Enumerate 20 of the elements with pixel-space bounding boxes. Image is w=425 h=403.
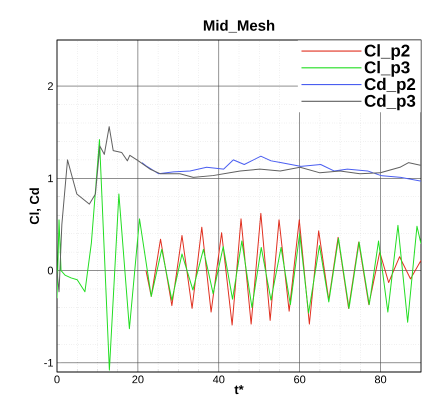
line-series [141, 156, 422, 182]
y-tick-label: 2 [48, 82, 53, 90]
x-tick-label: 40 [212, 376, 224, 384]
legend-label: Cl_p2 [364, 44, 410, 60]
chart-title: Mid_Mesh [204, 20, 274, 33]
legend-label: Cd_p2 [364, 78, 416, 94]
line-series [57, 139, 422, 371]
y-tick-label: 1 [48, 174, 53, 182]
x-tick-label: 60 [294, 376, 306, 384]
line-series [57, 126, 422, 292]
x-axis-title: t* [234, 385, 244, 394]
legend-label: Cd_p3 [364, 94, 416, 110]
x-tick-label: 0 [54, 376, 60, 384]
line-series [145, 212, 422, 326]
legend-label: Cl_p3 [364, 60, 410, 77]
y-tick-label: -1 [44, 359, 53, 367]
y-axis-title: Cl, Cd [30, 188, 41, 224]
y-tick-label: 0 [48, 266, 54, 274]
x-tick-label: 80 [374, 376, 386, 384]
x-tick-label: 20 [132, 376, 144, 384]
